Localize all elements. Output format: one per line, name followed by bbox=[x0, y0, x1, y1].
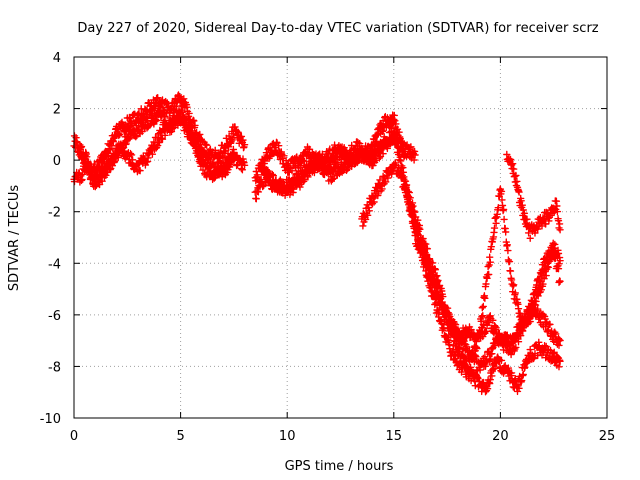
y-axis-label: SDTVAR / TECUs bbox=[7, 185, 22, 292]
series-markers-track-3 bbox=[74, 106, 238, 185]
y-tick-label: -4 bbox=[48, 257, 61, 272]
series-track-3 bbox=[74, 106, 238, 185]
series-track-11 bbox=[503, 150, 564, 242]
chart-title: Day 227 of 2020, Sidereal Day-to-day VTE… bbox=[77, 21, 598, 36]
x-axis-label: GPS time / hours bbox=[285, 459, 394, 474]
series-track-10 bbox=[411, 185, 564, 378]
y-tick-label: -2 bbox=[48, 206, 61, 221]
x-tick-label: 10 bbox=[279, 429, 296, 444]
y-tick-label: 0 bbox=[53, 154, 61, 169]
plot-frame bbox=[73, 56, 608, 419]
series-layer bbox=[70, 91, 564, 396]
y-tick-label: 2 bbox=[53, 103, 61, 118]
y-tick-label: -8 bbox=[48, 360, 61, 375]
y-tick-label: -10 bbox=[40, 412, 61, 427]
y-tick-label: 4 bbox=[53, 51, 61, 66]
x-tick-label: 0 bbox=[70, 429, 78, 444]
y-tick-label: -6 bbox=[48, 309, 61, 324]
series-markers-track-6 bbox=[257, 135, 394, 197]
x-tick-label: 25 bbox=[599, 429, 616, 444]
series-markers-track-11 bbox=[503, 150, 564, 242]
series-markers-track-10 bbox=[411, 185, 564, 378]
x-tick-label: 15 bbox=[386, 429, 403, 444]
x-tick-label: 5 bbox=[176, 429, 184, 444]
x-tick-label: 20 bbox=[492, 429, 509, 444]
series-track-6 bbox=[257, 135, 394, 197]
